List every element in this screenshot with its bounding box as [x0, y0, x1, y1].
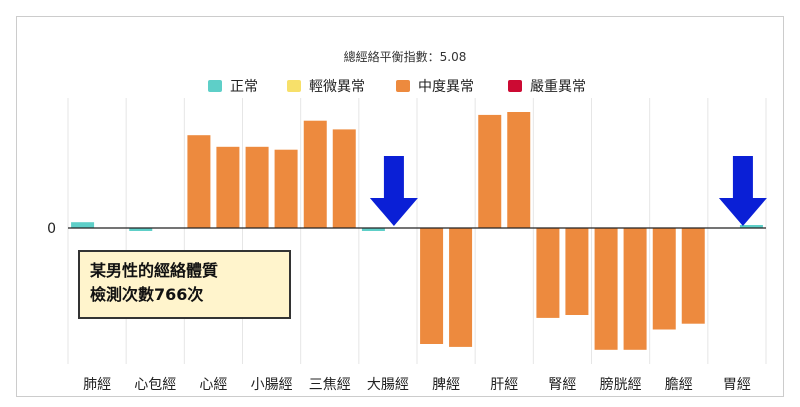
x-tick-label: 三焦經	[309, 377, 351, 393]
legend-swatch-3	[508, 80, 522, 92]
bar-3-0	[245, 146, 269, 228]
bar-10-1	[681, 228, 705, 324]
x-tick-label: 心經	[199, 377, 227, 393]
note-box: 某男性的經絡體質 檢測次數766次	[78, 250, 291, 319]
x-tick-label: 肝經	[490, 377, 518, 393]
x-tick-label: 大腸經	[367, 377, 409, 393]
x-tick-label: 膽經	[665, 376, 693, 393]
x-tick-label: 肺經	[83, 377, 111, 393]
bar-9-1	[623, 228, 647, 350]
x-tick-label: 小腸經	[251, 377, 293, 393]
bar-1-0	[129, 228, 153, 231]
legend-swatch-2	[396, 80, 410, 92]
bar-7-1	[507, 112, 531, 228]
arrow-markers	[369, 156, 767, 226]
bar-2-0	[187, 135, 211, 228]
bar-9-0	[594, 228, 618, 350]
grid-lines	[67, 98, 767, 364]
legend-swatch-0	[208, 80, 222, 92]
bar-4-1	[332, 129, 356, 228]
x-tick-label: 脾經	[432, 377, 460, 393]
chart-legend: 正常 輕微異常 中度異常 嚴重異常	[208, 79, 586, 95]
bar-5-0	[361, 228, 385, 231]
chart-title: 總經絡平衡指數：5.08	[344, 49, 467, 64]
bar-group	[71, 112, 763, 350]
zero-tick-label: 0	[47, 221, 56, 237]
legend-swatch-1	[287, 80, 301, 92]
x-tick-label: 心包經	[134, 377, 176, 393]
bar-6-0	[420, 228, 444, 344]
bar-3-1	[274, 149, 298, 228]
legend-label-3: 嚴重異常	[530, 79, 586, 95]
bar-8-0	[536, 228, 560, 318]
note-line-2: 檢測次數766次	[90, 285, 204, 304]
bar-2-1	[216, 146, 240, 228]
bar-7-0	[478, 114, 502, 228]
legend-label-1: 輕微異常	[309, 79, 365, 95]
x-tick-labels: 肺經 心包經 心經 小腸經 三焦經 大腸經 脾經 肝經 腎經 膀胱經 膽經 胃經	[83, 376, 751, 393]
down-arrow-icon	[369, 156, 418, 226]
legend-label-0: 正常	[230, 79, 258, 95]
bar-8-1	[565, 228, 589, 315]
legend-label-2: 中度異常	[418, 79, 474, 95]
x-tick-label: 腎經	[548, 377, 576, 393]
note-line-1: 某男性的經絡體質	[90, 261, 219, 280]
down-arrow-icon	[718, 156, 767, 226]
bar-10-0	[652, 228, 676, 330]
bar-11-1	[739, 225, 763, 228]
bar-0-0	[71, 222, 95, 228]
bar-4-0	[303, 120, 327, 228]
bar-6-1	[449, 228, 473, 347]
x-tick-label: 膀胱經	[600, 376, 642, 393]
x-tick-label: 胃經	[723, 377, 751, 393]
